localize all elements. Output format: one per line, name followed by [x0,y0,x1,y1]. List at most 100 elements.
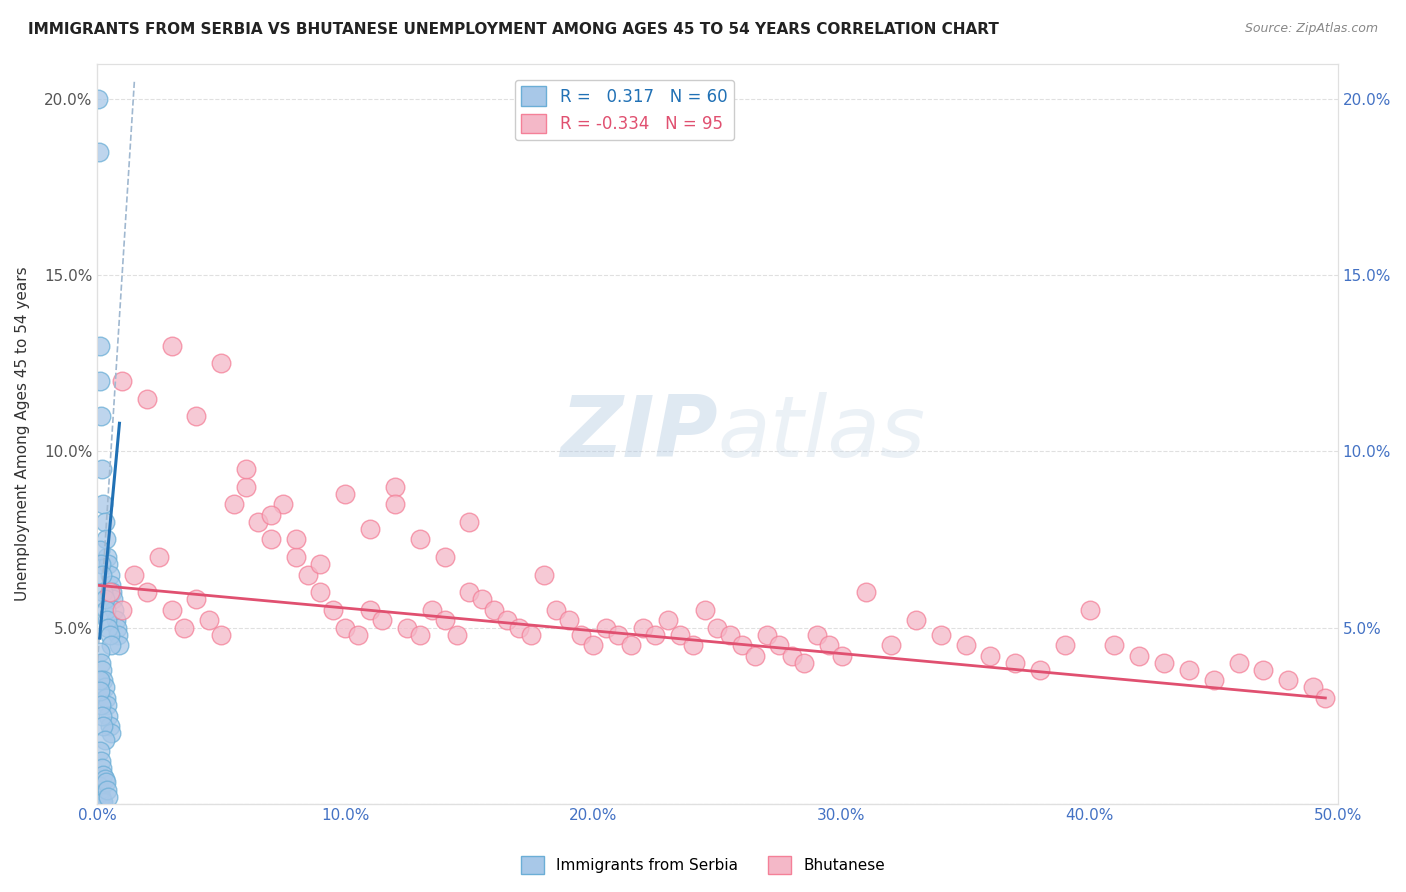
Point [90,409,112,424]
Point [929,627,952,641]
Point [495,614,517,628]
Legend: Immigrants from Serbia, Bhutanese: Immigrants from Serbia, Bhutanese [515,850,891,880]
Point [160,339,183,353]
Point [90,789,112,804]
Point [682,638,704,652]
Point [1178,663,1201,677]
Point [335,486,357,500]
Point [93,772,115,786]
Point [520,627,543,641]
Point [557,614,579,628]
Point [91,663,114,677]
Point [780,648,803,663]
Point [148,550,170,565]
Point [831,648,853,663]
Point [90,557,112,571]
Point [97,708,120,723]
Point [209,627,232,641]
Point [98,567,121,582]
Point [1004,656,1026,670]
Text: Source: ZipAtlas.com: Source: ZipAtlas.com [1244,22,1378,36]
Point [1253,663,1275,677]
Point [979,648,1001,663]
Text: IMMIGRANTS FROM SERBIA VS BHUTANESE UNEMPLOYMENT AMONG AGES 45 TO 54 YEARS CORRE: IMMIGRANTS FROM SERBIA VS BHUTANESE UNEM… [28,22,1000,37]
Point [235,462,257,476]
Point [458,585,481,599]
Point [100,578,122,592]
Point [98,627,121,641]
Point [96,698,118,712]
Point [93,592,115,607]
Point [322,603,344,617]
Point [359,603,381,617]
Point [420,603,443,617]
Point [718,627,741,641]
Point [94,533,117,547]
Point [433,614,456,628]
Point [91,462,114,476]
Point [620,638,643,652]
Point [90,698,112,712]
Point [94,775,117,789]
Point [1104,638,1126,652]
Point [107,627,129,641]
Point [309,585,332,599]
Point [89,786,111,800]
Point [89,543,111,558]
Point [693,603,716,617]
Point [482,603,505,617]
Point [93,515,115,529]
Point [260,533,283,547]
Point [90,656,112,670]
Point [89,782,111,797]
Point [607,627,630,641]
Point [90,755,112,769]
Point [186,592,208,607]
Point [91,708,114,723]
Text: ZIP: ZIP [560,392,717,475]
Point [91,768,114,782]
Point [97,557,120,571]
Point [89,744,111,758]
Point [98,585,121,599]
Point [89,339,111,353]
Point [91,585,114,599]
Point [309,557,332,571]
Point [197,614,219,628]
Point [546,603,568,617]
Point [1153,656,1175,670]
Point [1078,603,1101,617]
Point [1053,638,1076,652]
Point [904,614,927,628]
Point [89,645,111,659]
Point [186,409,208,424]
Point [97,621,120,635]
Point [508,621,530,635]
Point [657,614,679,628]
Point [111,603,134,617]
Point [94,603,117,617]
Point [96,614,118,628]
Point [91,497,114,511]
Point [94,690,117,705]
Point [89,684,111,698]
Point [91,567,114,582]
Point [297,567,319,582]
Point [595,621,617,635]
Point [91,719,114,733]
Point [458,515,481,529]
Point [87,779,110,793]
Point [111,374,134,388]
Point [396,621,419,635]
Point [108,638,131,652]
Point [1227,656,1250,670]
Point [669,627,692,641]
Point [855,585,877,599]
Point [87,145,110,160]
Point [744,648,766,663]
Point [1128,648,1150,663]
Point [135,392,157,406]
Point [409,627,432,641]
Legend: R =   0.317   N = 60, R = -0.334   N = 95: R = 0.317 N = 60, R = -0.334 N = 95 [515,79,734,140]
Point [1302,681,1324,695]
